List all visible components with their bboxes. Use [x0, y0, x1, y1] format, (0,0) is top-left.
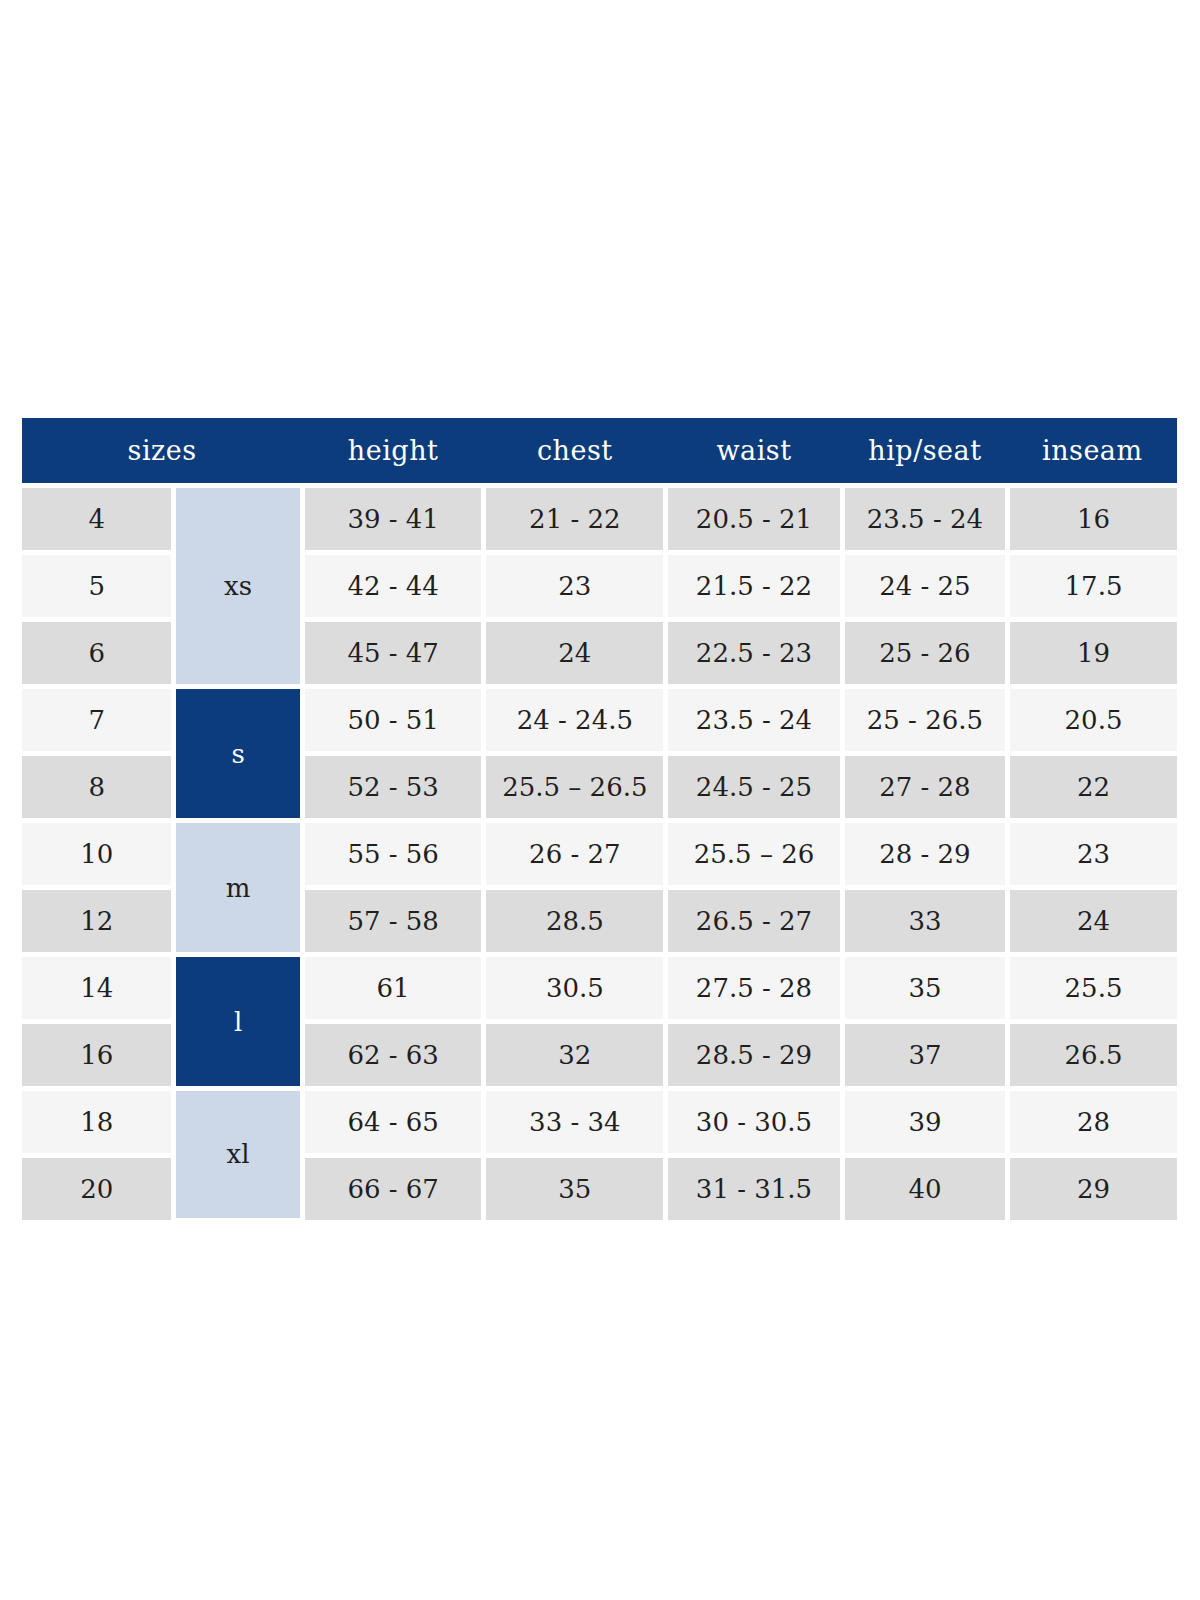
height-cell: 45 - 47: [302, 620, 484, 687]
table-row: 10m55 - 5626 - 2725.5 – 2628 - 2923: [22, 821, 1177, 888]
size-number-cell: 4: [22, 486, 174, 553]
chest-cell: 23: [484, 553, 666, 620]
chest-cell: 28.5: [484, 888, 666, 955]
hip-seat-cell: 35: [842, 955, 1007, 1022]
chest-cell: 21 - 22: [484, 486, 666, 553]
size-number-cell: 18: [22, 1089, 174, 1156]
height-cell: 52 - 53: [302, 754, 484, 821]
column-header-height: height: [302, 418, 484, 486]
table-row: 14l6130.527.5 - 283525.5: [22, 955, 1177, 1022]
chest-cell: 35: [484, 1156, 666, 1221]
height-cell: 42 - 44: [302, 553, 484, 620]
inseam-cell: 25.5: [1008, 955, 1177, 1022]
size-number-cell: 20: [22, 1156, 174, 1221]
hip-seat-cell: 27 - 28: [842, 754, 1007, 821]
chest-cell: 30.5: [484, 955, 666, 1022]
hip-seat-cell: 39: [842, 1089, 1007, 1156]
size-group-cell: xl: [174, 1089, 302, 1221]
column-header-waist: waist: [666, 418, 843, 486]
column-header-inseam: inseam: [1008, 418, 1177, 486]
waist-cell: 30 - 30.5: [666, 1089, 843, 1156]
table-row: 4xs39 - 4121 - 2220.5 - 2123.5 - 2416: [22, 486, 1177, 553]
chest-cell: 24 - 24.5: [484, 687, 666, 754]
table-row: 7s50 - 5124 - 24.523.5 - 2425 - 26.520.5: [22, 687, 1177, 754]
height-cell: 55 - 56: [302, 821, 484, 888]
size-number-cell: 8: [22, 754, 174, 821]
size-chart-table: sizes height chest waist hip/seat inseam…: [22, 418, 1177, 1223]
hip-seat-cell: 24 - 25: [842, 553, 1007, 620]
column-header-sizes: sizes: [22, 418, 302, 486]
waist-cell: 28.5 - 29: [666, 1022, 843, 1089]
size-number-cell: 7: [22, 687, 174, 754]
waist-cell: 23.5 - 24: [666, 687, 843, 754]
inseam-cell: 28: [1008, 1089, 1177, 1156]
inseam-cell: 23: [1008, 821, 1177, 888]
waist-cell: 31 - 31.5: [666, 1156, 843, 1221]
chest-cell: 25.5 – 26.5: [484, 754, 666, 821]
hip-seat-cell: 28 - 29: [842, 821, 1007, 888]
chest-cell: 33 - 34: [484, 1089, 666, 1156]
inseam-cell: 29: [1008, 1156, 1177, 1221]
height-cell: 66 - 67: [302, 1156, 484, 1221]
size-group-cell: xs: [174, 486, 302, 687]
inseam-cell: 22: [1008, 754, 1177, 821]
height-cell: 39 - 41: [302, 486, 484, 553]
waist-cell: 26.5 - 27: [666, 888, 843, 955]
chest-cell: 24: [484, 620, 666, 687]
size-table-body: 4xs39 - 4121 - 2220.5 - 2123.5 - 2416542…: [22, 486, 1177, 1221]
size-group-cell: l: [174, 955, 302, 1089]
waist-cell: 27.5 - 28: [666, 955, 843, 1022]
waist-cell: 21.5 - 22: [666, 553, 843, 620]
size-chart-header: sizes height chest waist hip/seat inseam: [22, 418, 1177, 486]
waist-cell: 22.5 - 23: [666, 620, 843, 687]
hip-seat-cell: 25 - 26: [842, 620, 1007, 687]
size-number-cell: 16: [22, 1022, 174, 1089]
chest-cell: 32: [484, 1022, 666, 1089]
inseam-cell: 26.5: [1008, 1022, 1177, 1089]
size-chart-area: sizes height chest waist hip/seat inseam…: [0, 0, 1200, 1223]
size-number-cell: 12: [22, 888, 174, 955]
table-row: 18xl64 - 6533 - 3430 - 30.53928: [22, 1089, 1177, 1156]
height-cell: 64 - 65: [302, 1089, 484, 1156]
hip-seat-cell: 33: [842, 888, 1007, 955]
height-cell: 50 - 51: [302, 687, 484, 754]
header-row: sizes height chest waist hip/seat inseam: [22, 418, 1177, 486]
inseam-cell: 19: [1008, 620, 1177, 687]
size-number-cell: 10: [22, 821, 174, 888]
waist-cell: 24.5 - 25: [666, 754, 843, 821]
hip-seat-cell: 37: [842, 1022, 1007, 1089]
column-header-chest: chest: [484, 418, 666, 486]
height-cell: 62 - 63: [302, 1022, 484, 1089]
size-number-cell: 14: [22, 955, 174, 1022]
size-number-cell: 5: [22, 553, 174, 620]
size-group-cell: m: [174, 821, 302, 955]
column-header-hip-seat: hip/seat: [842, 418, 1007, 486]
hip-seat-cell: 25 - 26.5: [842, 687, 1007, 754]
chest-cell: 26 - 27: [484, 821, 666, 888]
waist-cell: 20.5 - 21: [666, 486, 843, 553]
height-cell: 57 - 58: [302, 888, 484, 955]
hip-seat-cell: 23.5 - 24: [842, 486, 1007, 553]
height-cell: 61: [302, 955, 484, 1022]
hip-seat-cell: 40: [842, 1156, 1007, 1221]
inseam-cell: 17.5: [1008, 553, 1177, 620]
size-group-cell: s: [174, 687, 302, 821]
inseam-cell: 16: [1008, 486, 1177, 553]
size-number-cell: 6: [22, 620, 174, 687]
inseam-cell: 20.5: [1008, 687, 1177, 754]
inseam-cell: 24: [1008, 888, 1177, 955]
waist-cell: 25.5 – 26: [666, 821, 843, 888]
